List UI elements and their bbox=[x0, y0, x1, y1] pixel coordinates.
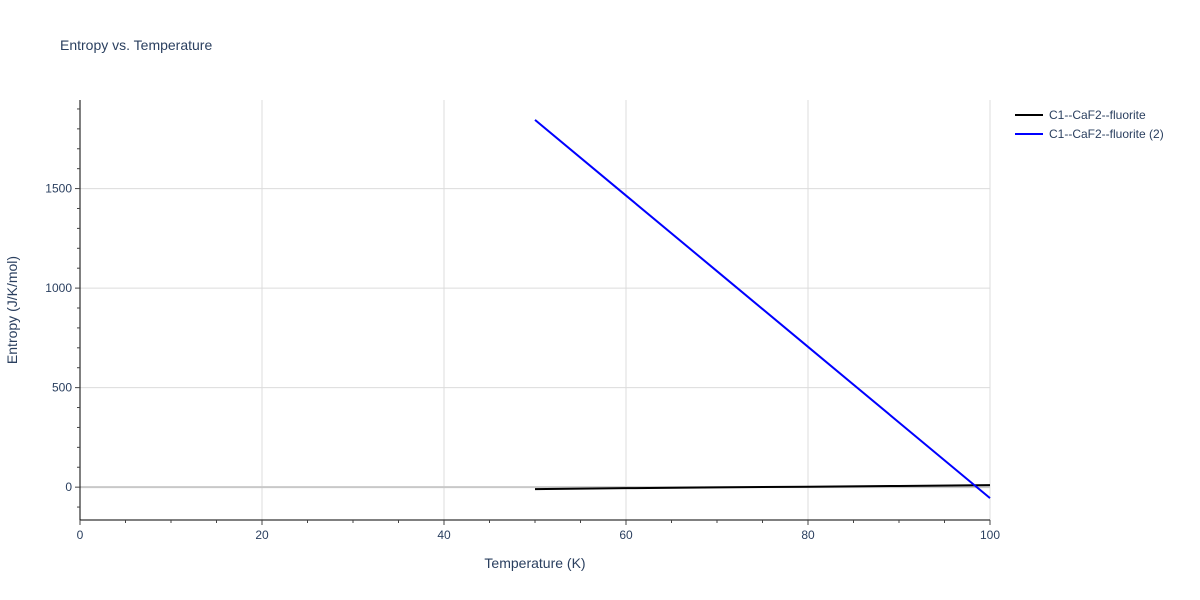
legend-item-2[interactable]: C1--CaF2--fluorite (2) bbox=[1015, 127, 1164, 141]
chart-title: Entropy vs. Temperature bbox=[60, 37, 212, 53]
legend[interactable]: C1--CaF2--fluorite C1--CaF2--fluorite (2) bbox=[1015, 108, 1164, 141]
x-tick-label: 60 bbox=[619, 528, 633, 542]
x-tick-label: 80 bbox=[801, 528, 815, 542]
y-tick-label: 0 bbox=[65, 480, 72, 494]
x-tick-label: 0 bbox=[77, 528, 84, 542]
axes bbox=[75, 100, 991, 525]
y-tick-label: 500 bbox=[52, 381, 72, 395]
x-tick-label: 40 bbox=[437, 528, 451, 542]
series-lines bbox=[534, 119, 991, 499]
legend-item-1[interactable]: C1--CaF2--fluorite bbox=[1015, 108, 1146, 122]
x-axis-title: Temperature (K) bbox=[484, 555, 585, 571]
series-line-1 bbox=[534, 484, 991, 491]
y-tick-label: 1500 bbox=[45, 182, 72, 196]
y-tick-label: 1000 bbox=[45, 281, 72, 295]
legend-label: C1--CaF2--fluorite bbox=[1049, 108, 1146, 122]
series-line-2 bbox=[534, 119, 991, 499]
y-axis-title: Entropy (J/K/mol) bbox=[4, 256, 20, 364]
legend-label: C1--CaF2--fluorite (2) bbox=[1049, 127, 1164, 141]
x-tick-label: 20 bbox=[255, 528, 269, 542]
x-tick-label: 100 bbox=[980, 528, 1000, 542]
